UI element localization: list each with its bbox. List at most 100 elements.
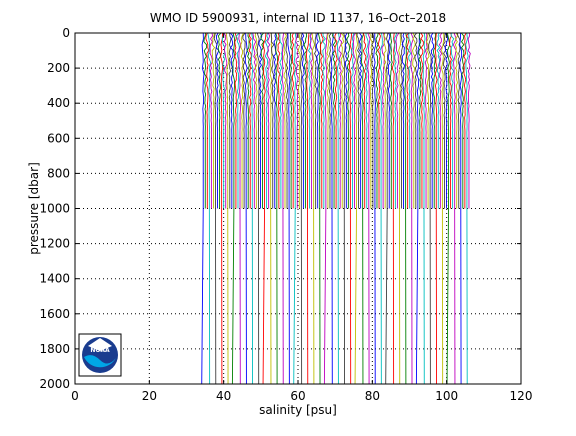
y-tick-label: 1600: [39, 307, 70, 321]
y-tick-label: 1800: [39, 342, 70, 356]
salinity-profile-line: [235, 32, 240, 209]
salinity-profile-line: [228, 32, 232, 209]
salinity-profile-line: [215, 32, 220, 209]
salinity-profile-line: [422, 32, 426, 385]
salinity-profile-line: [205, 32, 210, 209]
salinity-profile-line: [307, 32, 312, 209]
salinity-profile-line: [368, 32, 373, 209]
salinity-profile-line: [361, 32, 365, 385]
salinity-profile-line: [377, 32, 382, 209]
salinity-profile-line: [285, 32, 289, 209]
y-tick-label: 1000: [39, 202, 70, 216]
salinity-profile-line: [352, 32, 357, 209]
salinity-profile-line: [400, 32, 404, 209]
salinity-profile-line: [343, 32, 346, 385]
noaa-logo: NOAA: [78, 333, 122, 377]
salinity-profile-line: [295, 32, 299, 209]
salinity-profile-line: [465, 32, 469, 385]
salinity-profile-line: [452, 32, 457, 385]
salinity-profile-line: [336, 32, 340, 385]
salinity-profile-line: [264, 32, 269, 209]
salinity-profile-line: [301, 32, 305, 209]
x-tick-label: 40: [216, 389, 231, 403]
y-tick-label: 0: [62, 26, 70, 40]
salinity-profile-line: [373, 32, 377, 385]
salinity-profile-line: [297, 32, 301, 209]
salinity-profile-line: [358, 32, 363, 209]
salinity-profile-line: [319, 32, 324, 209]
salinity-profile-line: [217, 32, 222, 209]
ticks-layer: 0 20 40 60 80 100 1200200400600800100012001400…: [39, 26, 532, 403]
salinity-profile-line: [334, 32, 338, 209]
salinity-profile-line: [291, 32, 295, 209]
salinity-profile-line: [448, 32, 452, 209]
salinity-profile-line: [254, 32, 259, 209]
salinity-profile-line: [456, 32, 461, 209]
salinity-profile-line: [279, 32, 283, 209]
salinity-profile-line: [365, 32, 369, 209]
salinity-profile-line: [460, 32, 465, 209]
salinity-profile-line: [391, 32, 396, 385]
salinity-profile-line: [389, 32, 393, 209]
salinity-profile-line: [371, 32, 375, 209]
x-tick-label: 80: [365, 389, 380, 403]
logo-wave: [84, 355, 116, 368]
salinity-profile-line: [383, 32, 387, 209]
salinity-profile-line: [385, 32, 390, 385]
salinity-profile-line: [330, 32, 334, 385]
salinity-profile-line: [250, 32, 254, 385]
x-tick-label: 60: [290, 389, 305, 403]
salinity-profile-line: [293, 32, 297, 385]
salinity-profile-line: [326, 32, 330, 209]
salinity-profile-line: [273, 32, 277, 209]
salinity-profile-line: [405, 32, 410, 209]
salinity-profile-line: [207, 32, 212, 385]
salinity-profile-line: [398, 32, 401, 385]
salinity-profile-line: [201, 32, 205, 385]
salinity-profile-line: [430, 32, 434, 209]
logo-text: NOAA: [90, 347, 110, 354]
salinity-profile-line: [323, 32, 328, 385]
salinity-profile-line: [311, 32, 316, 385]
salinity-profile-line: [309, 32, 314, 209]
salinity-profile-line: [401, 32, 405, 209]
salinity-profile-line: [436, 32, 441, 209]
x-tick-label: 0: [71, 389, 79, 403]
salinity-profile-line: [379, 32, 383, 385]
salinity-profile-line: [444, 32, 449, 209]
y-tick-label: 600: [47, 131, 70, 145]
salinity-profile-line: [354, 32, 359, 385]
y-tick-label: 1200: [39, 237, 70, 251]
salinity-profile-line: [229, 32, 234, 209]
salinity-profile-line: [300, 32, 303, 385]
salinity-profile-line: [238, 32, 242, 385]
x-axis-label: salinity [psu]: [259, 403, 337, 417]
salinity-profile-line: [412, 32, 416, 209]
salinity-profile-line: [351, 32, 355, 209]
salinity-profile-line: [269, 32, 273, 385]
salinity-profile-line: [223, 32, 228, 209]
y-axis-label: pressure [dbar]: [27, 162, 41, 255]
salinity-profile-line: [225, 32, 230, 385]
salinity-profile-line: [367, 32, 371, 385]
salinity-profile-line: [262, 32, 267, 385]
salinity-profile-line: [283, 32, 288, 209]
salinity-profile-line: [387, 32, 391, 209]
salinity-profile-line: [270, 32, 275, 209]
salinity-profile-line: [410, 32, 414, 385]
salinity-profile-line: [221, 32, 226, 209]
salinity-profile-line: [463, 32, 467, 209]
salinity-profile-line: [256, 32, 260, 385]
salinity-profile-line: [211, 32, 216, 209]
y-tick-label: 800: [47, 166, 70, 180]
salinity-profile-line: [246, 32, 250, 209]
y-tick-label: 1400: [39, 272, 70, 286]
salinity-profile-line: [344, 32, 349, 209]
salinity-profile-line: [415, 32, 420, 385]
salinity-profile-line: [440, 32, 445, 385]
salinity-profile-line: [467, 32, 471, 209]
salinity-profile-line: [252, 32, 257, 209]
salinity-profile-line: [277, 32, 281, 209]
salinity-profile-line: [305, 32, 310, 385]
